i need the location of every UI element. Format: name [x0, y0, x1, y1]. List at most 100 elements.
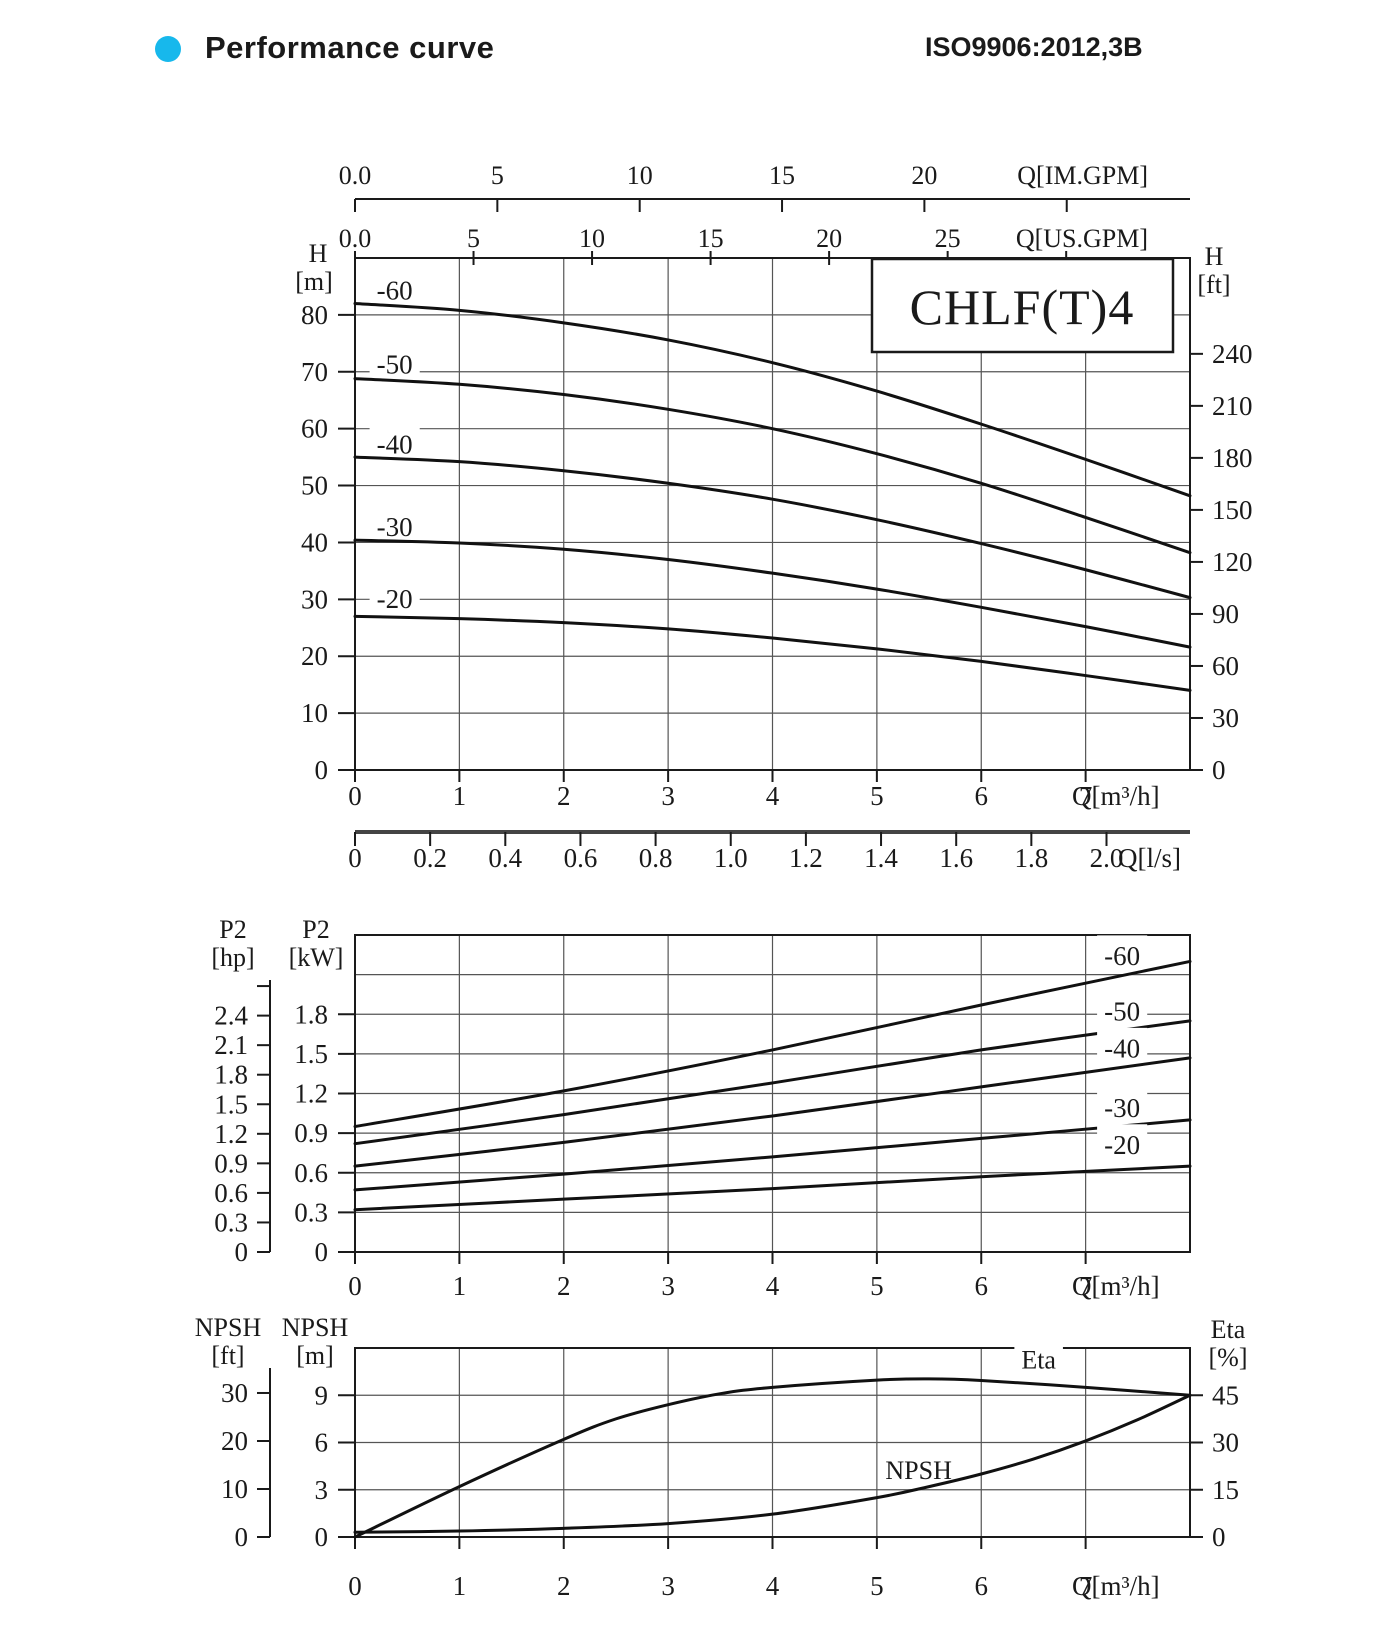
- tick-label: 0.6: [564, 843, 598, 873]
- tick-label: 6: [975, 1571, 989, 1601]
- tick-label: 1.2: [789, 843, 823, 873]
- tick-label: 50: [301, 471, 328, 501]
- im-gpm-axis-label: Q[IM.GPM]: [1017, 161, 1148, 190]
- tick-label: 20: [816, 224, 842, 253]
- tick-label: 0: [348, 1571, 362, 1601]
- power-curve-label--60: -60: [1104, 941, 1140, 971]
- npsh-ft-axis-name: NPSH: [195, 1313, 262, 1342]
- tick-label: 0: [235, 1237, 249, 1267]
- tick-label: 0: [235, 1522, 249, 1552]
- tick-label: 3: [661, 781, 675, 811]
- tick-label: 3: [315, 1475, 329, 1505]
- power-curve--30: [353, 1118, 1192, 1192]
- tick-label: 70: [301, 357, 328, 387]
- power-curve-label--30: -30: [1104, 1093, 1140, 1123]
- tick-label: 9: [315, 1380, 329, 1410]
- tick-label: 30: [221, 1378, 248, 1408]
- tick-label: 150: [1212, 495, 1253, 525]
- head-curve-label--60: -60: [377, 276, 413, 306]
- tick-label: 0.0: [339, 224, 372, 253]
- power-curve-label--50: -50: [1104, 996, 1140, 1026]
- tick-label: 10: [579, 224, 605, 253]
- ls-axis-label: Q[l/s]: [1118, 843, 1181, 873]
- tick-label: 25: [935, 224, 961, 253]
- tick-label: 1.8: [214, 1060, 248, 1090]
- head-curve-label--30: -30: [377, 512, 413, 542]
- tick-label: 90: [1212, 599, 1239, 629]
- power-curve--20: [353, 1164, 1192, 1212]
- tick-label: 1.6: [939, 843, 973, 873]
- tick-label: 3: [661, 1571, 675, 1601]
- tick-label: 4: [766, 1571, 780, 1601]
- tick-label: 0.6: [214, 1178, 248, 1208]
- q-m3h-axis-label: Q[m³/h]: [1072, 781, 1160, 811]
- npsh-m-axis-unit: [m]: [296, 1341, 334, 1370]
- tick-label: 0: [348, 781, 362, 811]
- tick-label: 1.2: [294, 1079, 328, 1109]
- npsh-curve-Eta: [353, 1377, 1192, 1539]
- tick-label: 15: [698, 224, 724, 253]
- tick-label: 210: [1212, 391, 1253, 421]
- tick-label: 5: [870, 1571, 884, 1601]
- npsh-ft-axis-unit: [ft]: [211, 1341, 244, 1370]
- tick-label: 10: [221, 1474, 248, 1504]
- tick-label: 0: [1212, 1522, 1226, 1552]
- power-curve--60: [353, 959, 1192, 1129]
- npsh-chart-label-Eta-bg: [1014, 1340, 1063, 1369]
- tick-label: 1.2: [214, 1119, 248, 1149]
- tick-label: 45: [1212, 1380, 1239, 1410]
- page-header: Performance curve ISO9906:2012,3B: [0, 0, 1400, 100]
- tick-label: 0: [315, 1522, 329, 1552]
- power-curve-label--60-bg: [1097, 935, 1148, 965]
- tick-label: 7: [1079, 1571, 1093, 1601]
- npsh-m-axis-name: NPSH: [282, 1313, 349, 1342]
- tick-label: 2: [557, 781, 571, 811]
- tick-label: 2.4: [214, 1001, 248, 1031]
- tick-label: 0.4: [488, 843, 522, 873]
- tick-label: 7: [1079, 781, 1093, 811]
- h-ft-axis-name: H: [1205, 242, 1224, 271]
- tick-label: 3: [661, 1271, 675, 1301]
- head-curve-label--20: -20: [377, 584, 413, 614]
- power-curve-label--40: -40: [1104, 1033, 1140, 1063]
- tick-label: 1.0: [714, 843, 748, 873]
- head-curve--40: [353, 455, 1192, 600]
- tick-label: 1.5: [214, 1089, 248, 1119]
- tick-label: 120: [1212, 547, 1253, 577]
- head-curve-label--60-bg: [369, 270, 420, 300]
- tick-label: 1.5: [294, 1039, 328, 1069]
- tick-label: 30: [301, 584, 328, 614]
- tick-label: 6: [975, 781, 989, 811]
- tick-label: 10: [301, 698, 328, 728]
- tick-label: 0.2: [413, 843, 447, 873]
- tick-label: 240: [1212, 339, 1253, 369]
- q-m3h-axis-label: Q[m³/h]: [1072, 1571, 1160, 1601]
- eta-axis-unit: [%]: [1209, 1343, 1248, 1372]
- tick-label: 0: [315, 755, 329, 785]
- head-curve-label--50: -50: [377, 350, 413, 380]
- npsh-chart-label-Eta: Eta: [1021, 1346, 1056, 1375]
- p2-kw-axis-unit: [kW]: [289, 943, 344, 972]
- npsh-chart-label-NPSH-bg: [887, 1450, 950, 1479]
- tick-label: 0: [348, 1271, 362, 1301]
- tick-label: 60: [301, 414, 328, 444]
- tick-label: 5: [870, 1271, 884, 1301]
- tick-label: 180: [1212, 443, 1253, 473]
- iso-standard-label: ISO9906:2012,3B: [925, 32, 1143, 62]
- npsh-chart-label-NPSH: NPSH: [885, 1456, 952, 1485]
- tick-label: 1.4: [864, 843, 898, 873]
- p2-hp-axis-name: P2: [219, 915, 246, 944]
- power-curve-label--20-bg: [1097, 1124, 1148, 1154]
- tick-label: 2.1: [214, 1030, 248, 1060]
- tick-label: 5: [491, 161, 504, 190]
- h-ft-axis-unit: [ft]: [1197, 270, 1230, 299]
- q-m3h-axis-label: Q[m³/h]: [1072, 1271, 1160, 1301]
- head-curve--30: [353, 538, 1192, 649]
- p2-kw-axis-name: P2: [302, 915, 329, 944]
- head-curve--20: [353, 614, 1192, 692]
- head-curve-label--40: -40: [377, 429, 413, 459]
- power-curve-label--40-bg: [1097, 1027, 1148, 1057]
- tick-label: 0.9: [294, 1118, 328, 1148]
- tick-label: 80: [301, 300, 328, 330]
